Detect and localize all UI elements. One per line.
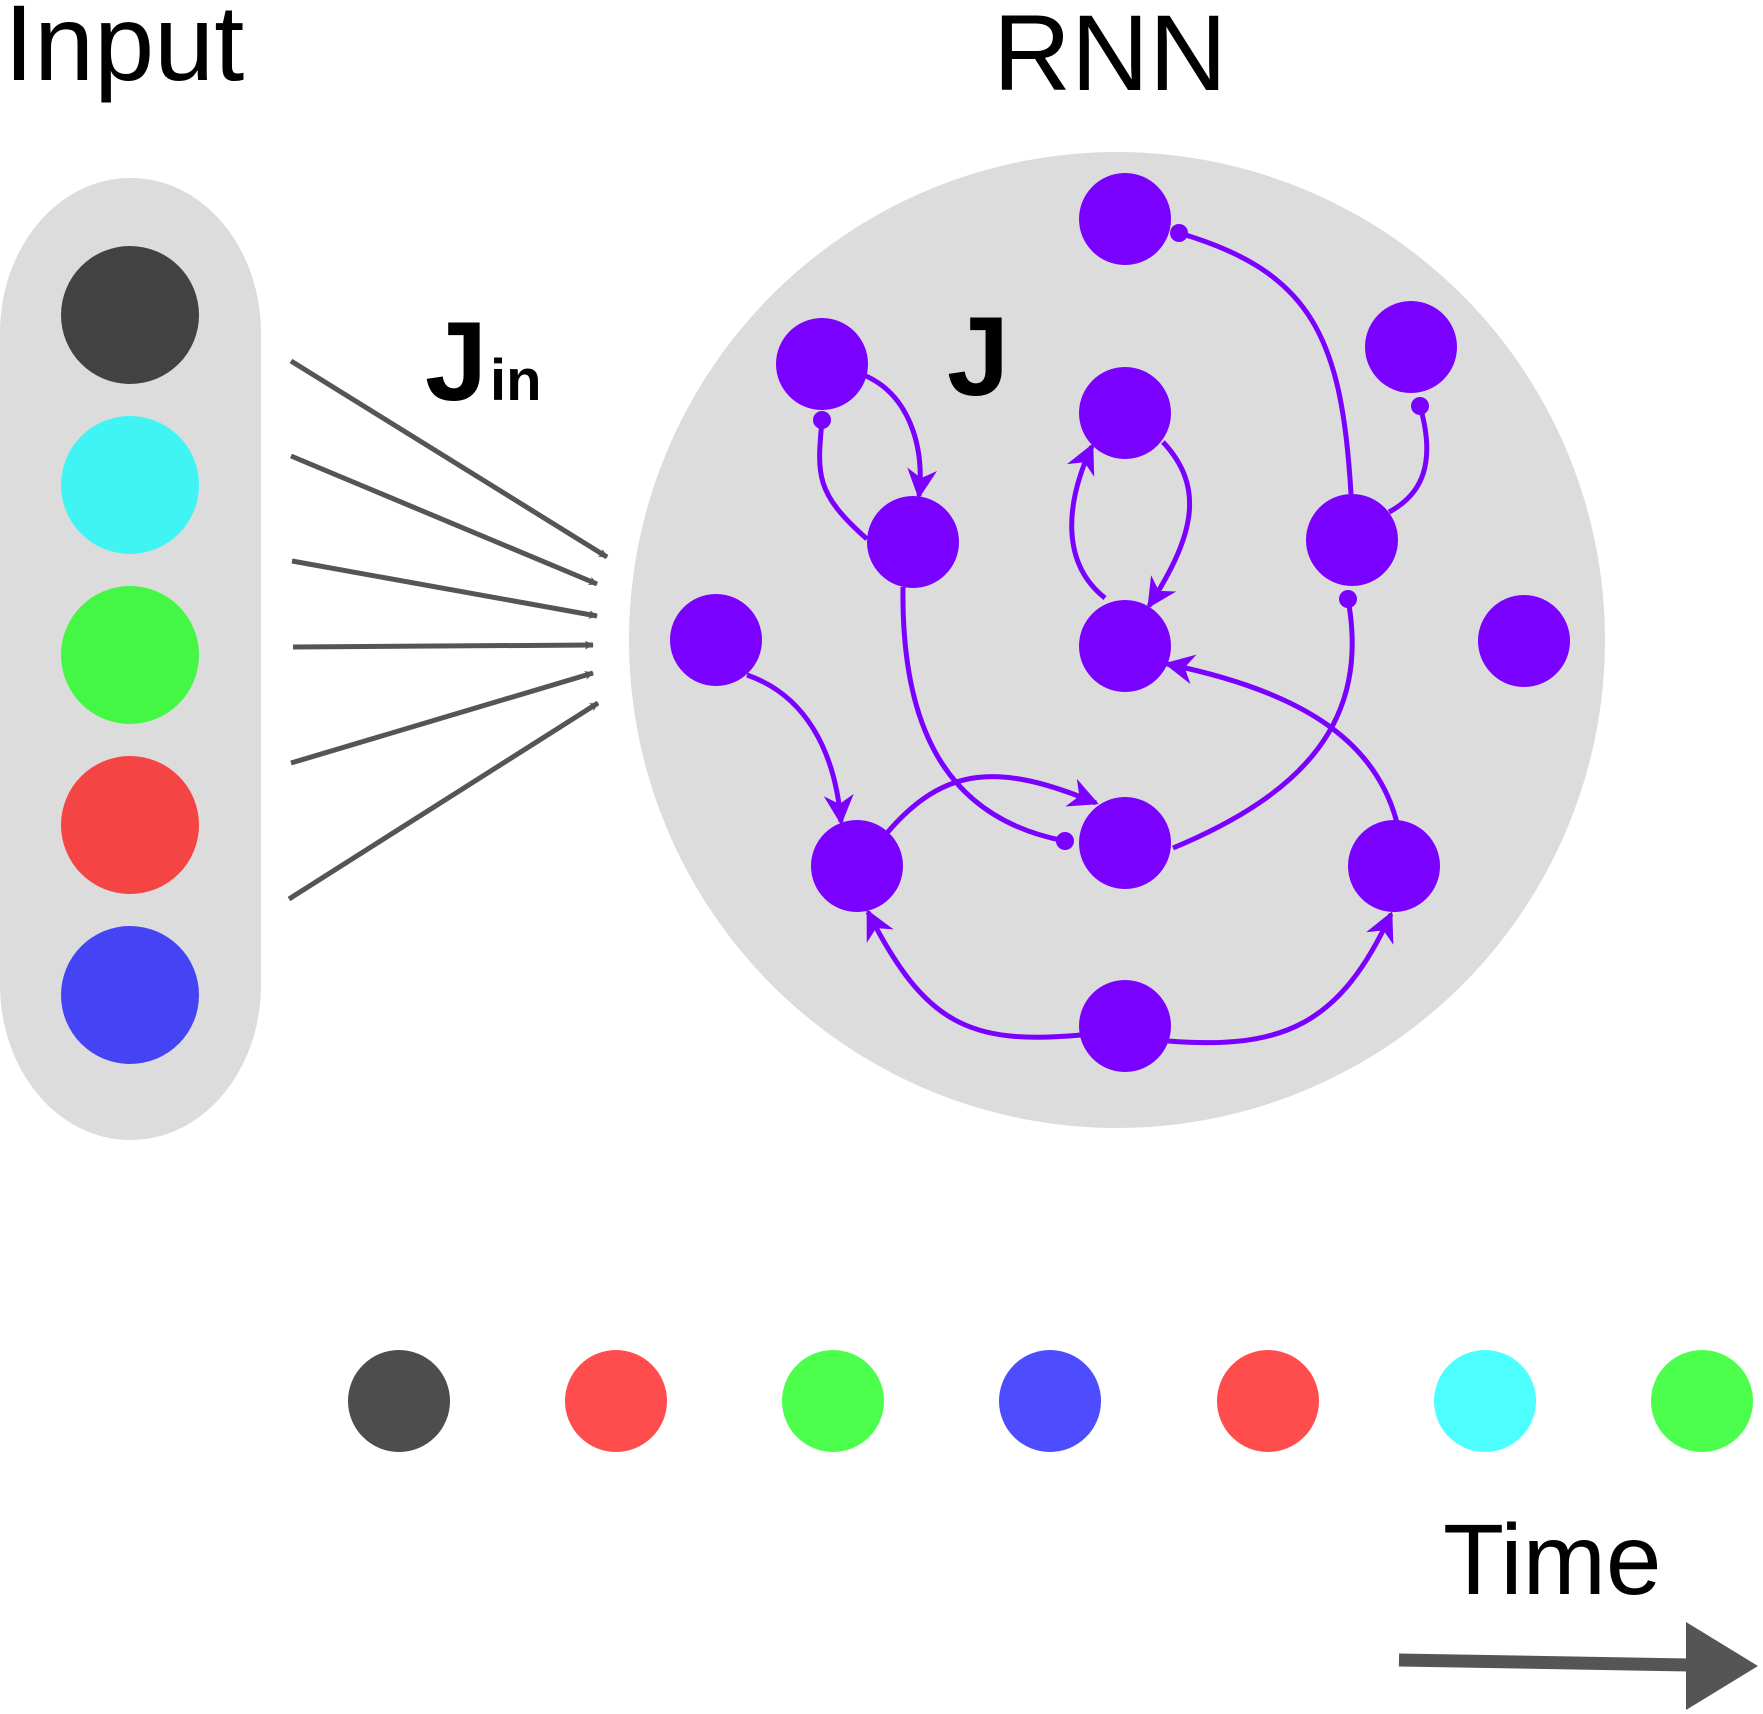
input-unit-dark [61, 246, 199, 384]
neuron [1079, 600, 1171, 692]
input-unit-blue [61, 926, 199, 1064]
input-projection-arrows [287, 358, 609, 902]
time-arrow [1398, 1622, 1758, 1710]
connection [900, 586, 1074, 850]
input-arrow-3 [291, 558, 598, 619]
time-label: Time [1443, 1504, 1662, 1616]
input-units [61, 246, 199, 1064]
neuron [670, 594, 762, 686]
sequence-item-dark [348, 1350, 450, 1452]
input-sequence [348, 1350, 1753, 1452]
input-arrow-4 [292, 640, 594, 650]
neuron [1365, 301, 1457, 393]
connection [1172, 590, 1357, 851]
sequence-item-blue [999, 1350, 1101, 1452]
connection [1170, 224, 1354, 495]
neuron [1079, 797, 1171, 889]
neuron [1079, 173, 1171, 265]
sequence-item-green [1651, 1350, 1753, 1452]
connection [885, 774, 1099, 835]
connection [865, 909, 1082, 1040]
neuron [867, 496, 959, 588]
neuron [776, 318, 868, 410]
connection [1167, 911, 1394, 1046]
rnn-title: RNN [993, 0, 1227, 113]
neuron [1478, 595, 1570, 687]
input-unit-green [61, 586, 199, 724]
input-unit-cyan [61, 416, 199, 554]
j-in-symbol: J [425, 299, 487, 424]
neuron [1079, 367, 1171, 459]
connection [746, 672, 854, 825]
sequence-item-green [782, 1350, 884, 1452]
connection [1146, 440, 1193, 609]
sequence-item-cyan [1434, 1350, 1536, 1452]
input-arrow-2 [290, 453, 598, 587]
input-title: Input [4, 0, 244, 103]
input-arrow-6 [287, 700, 600, 902]
connection [1387, 397, 1430, 515]
input-unit-red [61, 756, 199, 894]
input-arrow-1 [289, 358, 609, 560]
sequence-item-red [1217, 1350, 1319, 1452]
time-arrow-shaft [1398, 1653, 1691, 1672]
sequence-item-red [565, 1350, 667, 1452]
connection [813, 411, 869, 541]
connection [864, 373, 938, 499]
neuron [1306, 494, 1398, 586]
rnn-neurons [670, 173, 1570, 1072]
connection [1164, 654, 1400, 824]
neuron [1079, 980, 1171, 1072]
j-in-subscript: in [490, 348, 542, 413]
connection [1066, 443, 1107, 600]
recurrent-connections [746, 224, 1430, 1046]
neuron [1348, 820, 1440, 912]
j-symbol: J [947, 294, 1009, 419]
neuron [811, 820, 903, 912]
time-arrow-head [1686, 1622, 1758, 1710]
input-arrow-5 [290, 670, 594, 766]
